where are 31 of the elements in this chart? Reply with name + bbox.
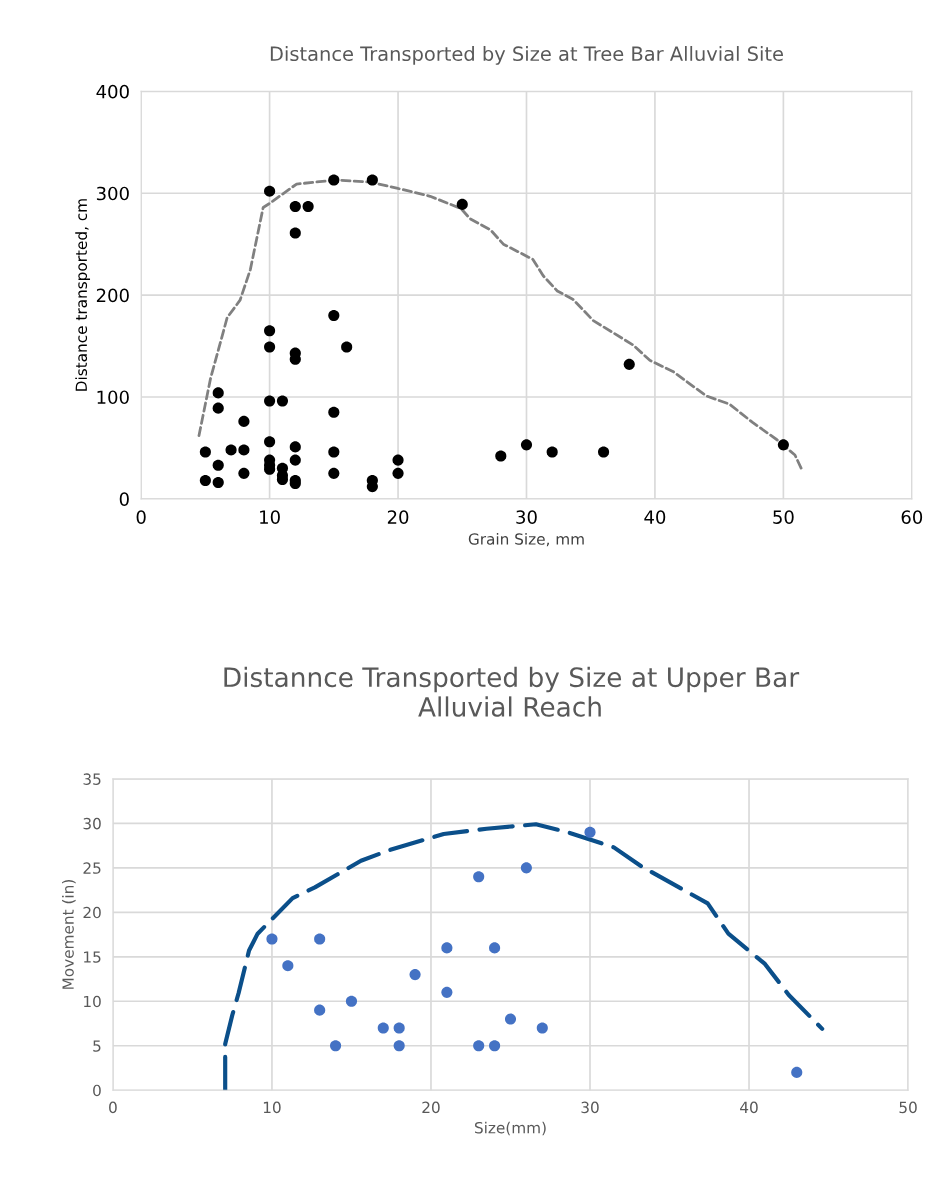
x-tick-label: 20 — [387, 510, 409, 524]
y-tick-label: 10 — [84, 995, 101, 1008]
y-tick-label: 400 — [96, 84, 129, 99]
x-tick-label: 60 — [901, 510, 923, 524]
y-tick-label: 30 — [83, 817, 101, 830]
x-tick-label: 10 — [260, 510, 280, 524]
y-tick-label: 0 — [93, 1084, 101, 1097]
y-tick-label: 15 — [84, 951, 101, 963]
y-tick-label: 100 — [97, 390, 129, 405]
x-tick-label: 40 — [740, 1101, 758, 1114]
y-tick-label: 35 — [83, 773, 101, 785]
x-tick-label: 10 — [263, 1101, 281, 1114]
y-axis-title: Distance transported, cm — [75, 199, 91, 391]
x-tick-label: 30 — [581, 1101, 599, 1114]
y-tick-label: 20 — [83, 906, 101, 919]
x-axis-title: Grain Size, mm — [468, 532, 584, 547]
x-tick-label: 40 — [644, 510, 666, 524]
x-tick-label: 0 — [136, 510, 146, 524]
y-tick-label: 0 — [119, 492, 129, 506]
y-tick-label: 25 — [83, 862, 101, 874]
x-tick-label: 30 — [516, 510, 537, 524]
y-tick-label: 300 — [96, 186, 129, 201]
x-tick-label: 20 — [422, 1101, 440, 1114]
y-tick-label: 200 — [96, 288, 129, 303]
y-tick-label: 5 — [93, 1040, 101, 1052]
x-tick-label: 50 — [773, 510, 794, 524]
chart-title: Distannce Transported by Size at Upper Bar Alluvial Reach — [224, 666, 800, 717]
y-axis-title: Movement (in) — [62, 880, 76, 989]
x-tick-label: 50 — [899, 1101, 917, 1114]
chart-title: Distance Transported by Size at Tree Bar Alluvial Site — [270, 46, 783, 65]
x-axis-title: Size(mm) — [474, 1121, 546, 1136]
